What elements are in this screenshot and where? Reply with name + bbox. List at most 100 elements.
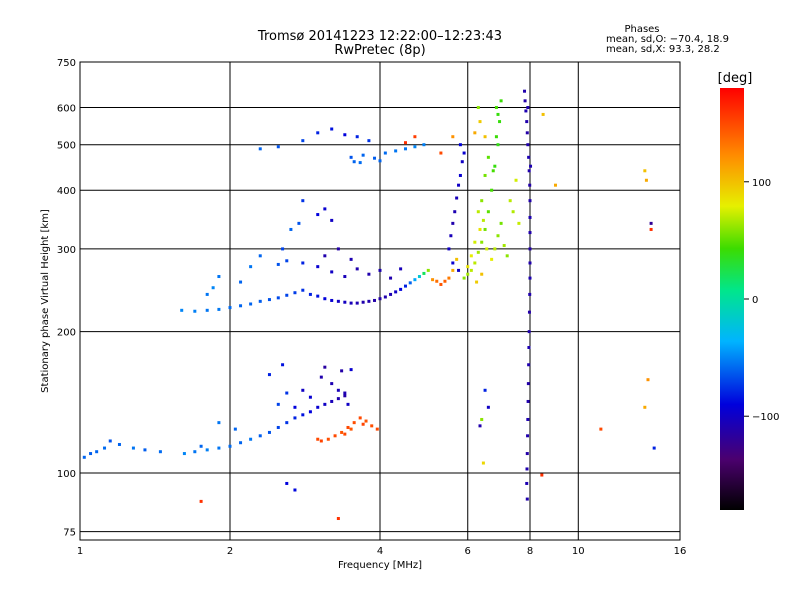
- scatter-point: [103, 446, 107, 450]
- phase-header: Phases: [624, 24, 659, 35]
- scatter-point: [199, 499, 203, 503]
- scatter-point: [258, 299, 262, 303]
- scatter-point: [517, 221, 521, 225]
- scatter-point: [525, 452, 529, 456]
- scatter-point: [289, 227, 293, 231]
- scatter-point: [249, 302, 253, 306]
- scatter-point: [599, 427, 603, 431]
- chart-title: Tromsø 20141223 12:22:00–12:23:43: [257, 29, 502, 44]
- grid-lines: [80, 62, 680, 540]
- scatter-point: [355, 135, 359, 139]
- scatter-point: [408, 281, 412, 285]
- scatter-point: [228, 306, 232, 310]
- scatter-point: [349, 301, 353, 305]
- x-tick-label: 16: [674, 546, 687, 557]
- scatter-point: [361, 422, 365, 426]
- scatter-point: [301, 413, 305, 417]
- scatter-point: [319, 375, 323, 379]
- scatter-point: [457, 268, 461, 272]
- x-axis-ticks: 1 2 4 6 8 10 16: [77, 546, 687, 557]
- scatter-point: [481, 218, 485, 222]
- scatter-point: [473, 261, 477, 265]
- scatter-point: [451, 221, 455, 225]
- colorbar-tick-label: 0: [752, 295, 758, 306]
- scatter-point: [349, 427, 353, 431]
- plot-frame: [79, 61, 681, 541]
- scatter-point: [643, 169, 647, 173]
- scatter-point: [483, 227, 487, 231]
- scatter-point: [361, 300, 365, 304]
- scatter-point: [526, 417, 530, 421]
- scatter-point: [301, 139, 305, 143]
- scatter-point: [525, 131, 529, 135]
- scatter-point: [239, 304, 243, 308]
- scatter-point: [496, 112, 500, 116]
- scatter-point: [528, 261, 532, 265]
- scatter-point: [476, 210, 480, 214]
- scatter-point: [493, 247, 497, 251]
- scatter-point: [258, 434, 262, 438]
- scatter-point: [117, 442, 121, 446]
- scatter-point: [480, 272, 484, 276]
- x-tick-label: 6: [465, 546, 471, 557]
- scatter-point: [276, 402, 280, 406]
- scatter-point: [199, 444, 203, 448]
- scatter-point: [422, 271, 426, 275]
- scatter-point: [95, 450, 99, 454]
- scatter-point: [490, 188, 494, 192]
- scatter-point: [486, 210, 490, 214]
- y-tick-label: 400: [57, 186, 76, 197]
- scatter-point: [330, 270, 334, 274]
- y-tick-label: 200: [57, 328, 76, 339]
- scatter-point: [478, 120, 482, 124]
- scatter-point: [316, 405, 320, 409]
- colorbar-tick-label: −100: [752, 412, 779, 423]
- scatter-point: [258, 147, 262, 151]
- scatter-point: [413, 135, 417, 139]
- scatter-point: [399, 287, 403, 291]
- scatter-point: [349, 257, 353, 261]
- y-axis-label: Stationary phase Virtual Height [km]: [40, 209, 51, 393]
- scatter-point: [453, 210, 457, 214]
- scatter-point: [316, 131, 320, 135]
- scatter-point: [451, 261, 455, 265]
- scatter-point: [258, 254, 262, 258]
- scatter-point: [499, 221, 503, 225]
- scatter-point: [646, 378, 650, 382]
- scatter-point: [301, 388, 305, 392]
- scatter-point: [293, 488, 297, 492]
- scatter-point: [343, 394, 347, 398]
- scatter-point: [330, 127, 334, 131]
- scatter-point: [281, 247, 285, 251]
- colorbar: [720, 88, 744, 510]
- phase-stats-x: mean, sd,X: 93.3, 28.2: [606, 44, 720, 55]
- scatter-point: [528, 247, 532, 251]
- scatter-point: [301, 199, 305, 203]
- scatter-point: [343, 275, 347, 279]
- scatter-point: [652, 446, 656, 450]
- scatter-point: [473, 240, 477, 244]
- scatter-point: [527, 310, 531, 314]
- scatter-point: [276, 296, 280, 300]
- scatter-point: [301, 288, 305, 292]
- phase-stats-o: mean, sd,O: −70.4, 18.9: [606, 34, 729, 45]
- scatter-point: [526, 434, 530, 438]
- scatter-point: [336, 397, 340, 401]
- scatter-point: [494, 106, 498, 110]
- chart-subtitle: RwPretec (8p): [334, 43, 425, 58]
- scatter-point: [525, 120, 529, 124]
- scatter-point: [323, 207, 327, 211]
- scatter-point: [336, 247, 340, 251]
- scatter-point: [378, 159, 382, 163]
- scatter-point: [378, 297, 382, 301]
- scatter-point: [480, 240, 484, 244]
- scatter-point: [475, 280, 479, 284]
- scatter-point: [526, 382, 530, 386]
- scatter-point: [323, 402, 327, 406]
- scatter-point: [333, 434, 337, 438]
- scatter-point: [131, 446, 135, 450]
- scatter-point: [285, 421, 289, 425]
- scatter-point: [364, 419, 368, 423]
- scatter-point: [480, 417, 484, 421]
